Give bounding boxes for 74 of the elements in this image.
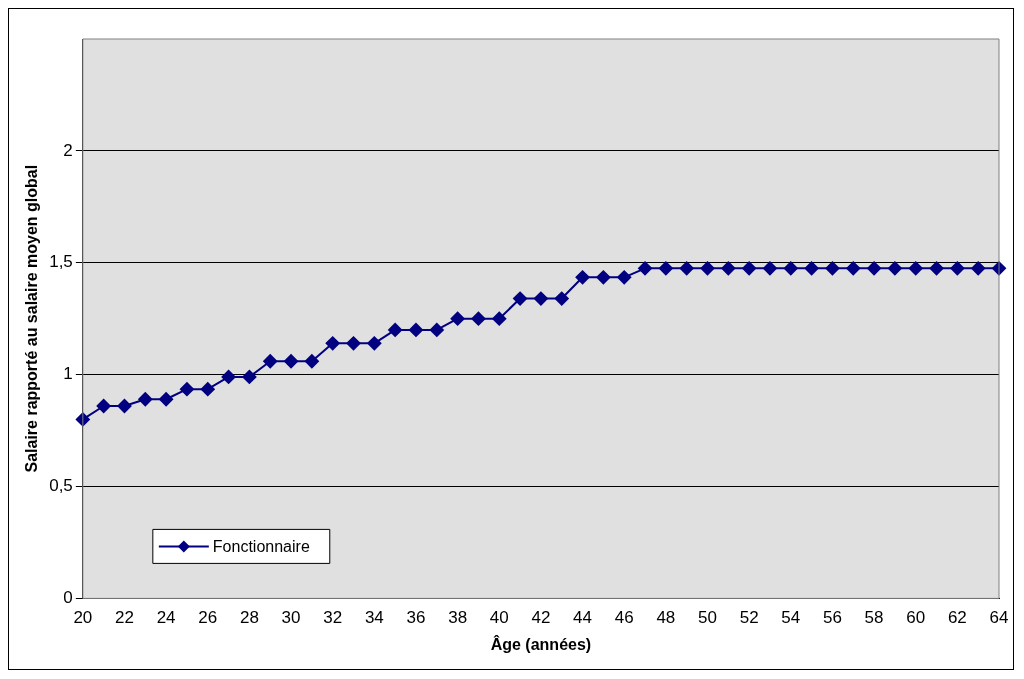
point (804, 261, 819, 276)
y-tick-label: 1 (63, 364, 73, 384)
point (575, 270, 590, 285)
point (908, 261, 923, 276)
x-tick-label: 36 (406, 608, 426, 628)
x-tick-label: 48 (656, 608, 676, 628)
x-tick-label: 42 (531, 608, 551, 628)
x-axis-title: Âge (années) (490, 634, 592, 653)
x-tick-label: 20 (73, 608, 93, 628)
point (200, 382, 215, 397)
point (450, 311, 465, 326)
x-tick-label: 62 (947, 608, 967, 628)
x-tick-label: 26 (198, 608, 218, 628)
point (638, 261, 653, 276)
point (367, 336, 382, 351)
point (950, 261, 965, 276)
point (492, 311, 507, 326)
x-tick-label: 56 (822, 608, 842, 628)
point (325, 336, 340, 351)
point (429, 322, 444, 337)
x-tick-label: 50 (698, 608, 717, 628)
point (159, 392, 174, 407)
point (554, 291, 569, 306)
point (388, 322, 403, 337)
y-axis-title: Salaire rapporté au salaire moyen global (23, 164, 41, 473)
x-tick-label: 28 (239, 608, 259, 628)
x-tick-label: 46 (614, 608, 634, 628)
point (596, 270, 611, 285)
point (221, 369, 236, 384)
point (117, 398, 132, 413)
x-tick-label: 30 (281, 608, 301, 628)
y-tick-label: 0,5 (49, 476, 73, 496)
point (783, 261, 798, 276)
point (617, 270, 632, 285)
x-tick-label: 22 (115, 608, 134, 628)
point (700, 261, 715, 276)
x-tick-label: 44 (573, 608, 593, 628)
point (138, 392, 153, 407)
point (721, 261, 736, 276)
x-tick-label: 40 (489, 608, 509, 628)
point (533, 291, 548, 306)
point (284, 354, 299, 369)
point (242, 369, 257, 384)
point (304, 354, 319, 369)
x-tick-label: 34 (364, 608, 384, 628)
x-tick-label: 24 (156, 608, 176, 628)
x-tick-label: 64 (989, 608, 1009, 628)
point (846, 261, 861, 276)
point (762, 261, 777, 276)
point (179, 382, 194, 397)
y-tick-label: 1,5 (49, 252, 73, 272)
point (825, 261, 840, 276)
x-tick-label: 58 (864, 608, 884, 628)
point (263, 354, 278, 369)
x-tick-label: 60 (906, 608, 926, 628)
point (513, 291, 528, 306)
x-tick-label: 52 (739, 608, 759, 628)
point (971, 261, 986, 276)
y-tick-label: 0 (63, 588, 73, 608)
point (408, 322, 423, 337)
x-tick-label: 38 (448, 608, 468, 628)
point (887, 261, 902, 276)
point (929, 261, 944, 276)
point (96, 398, 111, 413)
x-tick-label: 54 (781, 608, 801, 628)
point (867, 261, 882, 276)
legend-label: Fonctionnaire (212, 537, 310, 555)
x-tick-label: 32 (323, 608, 343, 628)
y-tick-label: 2 (63, 140, 73, 160)
point (346, 336, 361, 351)
point (742, 261, 757, 276)
point (658, 261, 673, 276)
point (471, 311, 486, 326)
point (679, 261, 694, 276)
